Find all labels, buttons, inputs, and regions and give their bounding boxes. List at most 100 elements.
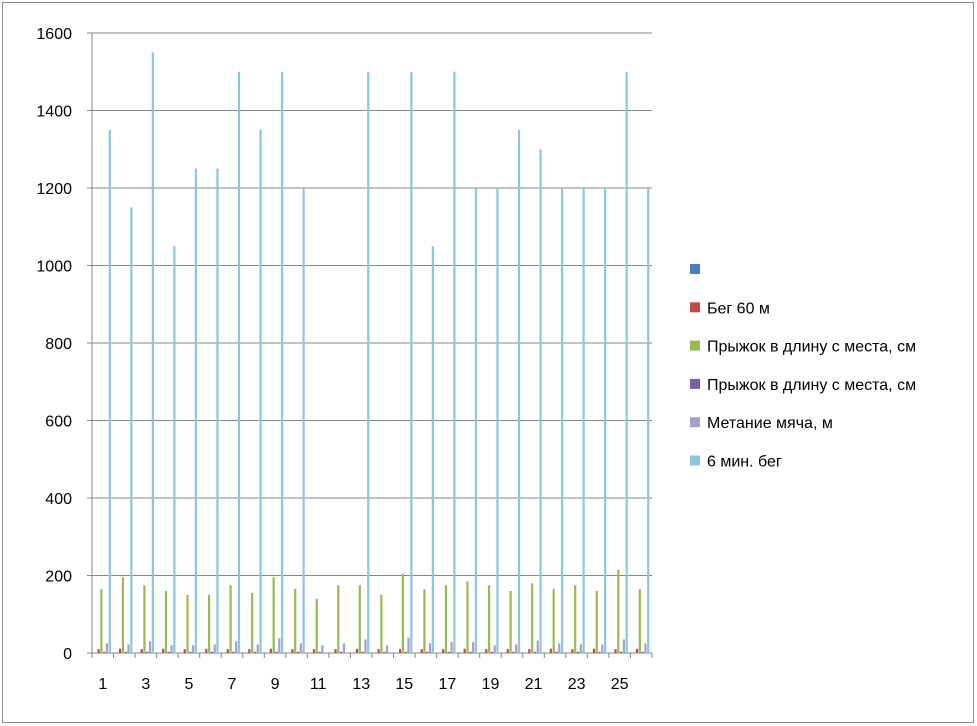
bar <box>361 651 364 653</box>
legend-label: 6 мин. бег <box>707 454 782 471</box>
bar <box>194 168 198 653</box>
bar <box>124 651 127 653</box>
legend-label: Бег 60 м <box>707 300 770 317</box>
bar <box>598 651 601 653</box>
bar <box>251 592 254 653</box>
x-tick-label: 21 <box>525 676 543 693</box>
x-axis: 1 3 5 7 9 11 13 15 17 19 21 23 25 <box>91 652 653 693</box>
bar <box>119 648 122 653</box>
bar <box>140 649 143 653</box>
bar <box>130 207 133 653</box>
x-tick-label: 25 <box>611 676 629 693</box>
bar <box>143 585 146 653</box>
bar <box>237 71 241 653</box>
bar <box>515 644 518 653</box>
bar <box>213 644 216 653</box>
y-tick-label: 1000 <box>36 259 72 276</box>
bar <box>625 71 628 653</box>
bar <box>428 643 432 653</box>
bar <box>517 129 521 653</box>
bar <box>167 651 170 653</box>
bar <box>444 585 448 653</box>
y-tick-label: 600 <box>45 414 72 431</box>
bar <box>210 651 213 653</box>
y-tick-label: 1200 <box>36 181 72 198</box>
y-tick-label: 800 <box>45 336 72 353</box>
bar <box>127 644 130 653</box>
bar <box>358 585 361 653</box>
bar <box>164 591 168 653</box>
x-tick-label: 15 <box>395 676 413 693</box>
legend-swatch <box>690 417 700 428</box>
bar <box>512 651 515 653</box>
x-tick-label: 9 <box>271 676 280 693</box>
y-axis: 0 200 400 600 800 1000 1200 1400 1600 <box>36 26 93 663</box>
bar <box>579 644 582 653</box>
bar <box>431 246 434 653</box>
legend-swatch <box>690 264 700 274</box>
bar <box>592 648 596 653</box>
bar <box>248 649 251 653</box>
gridlines <box>92 32 652 654</box>
legend-swatch <box>690 455 700 466</box>
bar <box>148 641 152 653</box>
bar <box>552 589 555 653</box>
y-tick-label: 1400 <box>36 104 72 121</box>
bar <box>558 643 561 653</box>
bar <box>466 581 469 653</box>
x-tick-label: 23 <box>568 676 586 693</box>
legend-label: Прыжок в длину с места, см <box>707 377 916 394</box>
bar <box>496 188 499 653</box>
bar <box>410 71 413 653</box>
bar <box>622 639 625 653</box>
bar <box>216 168 219 653</box>
bar <box>539 149 542 653</box>
y-tick-label: 400 <box>45 491 72 508</box>
bar <box>337 585 340 653</box>
bar <box>146 651 149 653</box>
bar <box>342 643 345 653</box>
bar <box>253 651 257 653</box>
bar <box>487 585 491 653</box>
bar <box>192 645 195 653</box>
bar <box>531 583 534 653</box>
bar <box>533 651 537 653</box>
bar <box>367 71 370 653</box>
bar <box>294 589 297 653</box>
bar <box>97 649 100 653</box>
bar <box>105 643 109 653</box>
bar <box>536 640 539 653</box>
bar <box>463 648 466 653</box>
bar <box>173 246 176 653</box>
x-tick-label: 11 <box>310 676 327 693</box>
bar <box>205 648 208 653</box>
bar <box>485 649 488 653</box>
bar <box>401 573 405 653</box>
bar <box>595 591 598 653</box>
bar <box>121 577 125 653</box>
bar <box>638 589 641 653</box>
bar <box>641 651 644 653</box>
bar <box>296 651 300 653</box>
bar <box>312 649 316 653</box>
legend-swatch <box>690 302 700 313</box>
bar <box>269 648 272 653</box>
legend-label: Метание мяча, м <box>707 415 833 432</box>
bar <box>399 649 402 653</box>
bar <box>183 649 186 653</box>
bar <box>364 639 367 653</box>
bar <box>506 649 509 653</box>
x-tick-label: 3 <box>141 676 150 693</box>
bar <box>278 638 281 653</box>
bar <box>321 645 324 653</box>
bar <box>447 651 450 653</box>
bar <box>318 651 321 653</box>
bar <box>644 643 647 653</box>
bar <box>490 651 493 653</box>
bar <box>604 188 607 653</box>
bar <box>555 651 558 653</box>
y-tick-label: 0 <box>63 646 72 663</box>
x-tick-label: 13 <box>352 676 370 693</box>
bar <box>291 649 294 653</box>
bar <box>647 188 650 653</box>
